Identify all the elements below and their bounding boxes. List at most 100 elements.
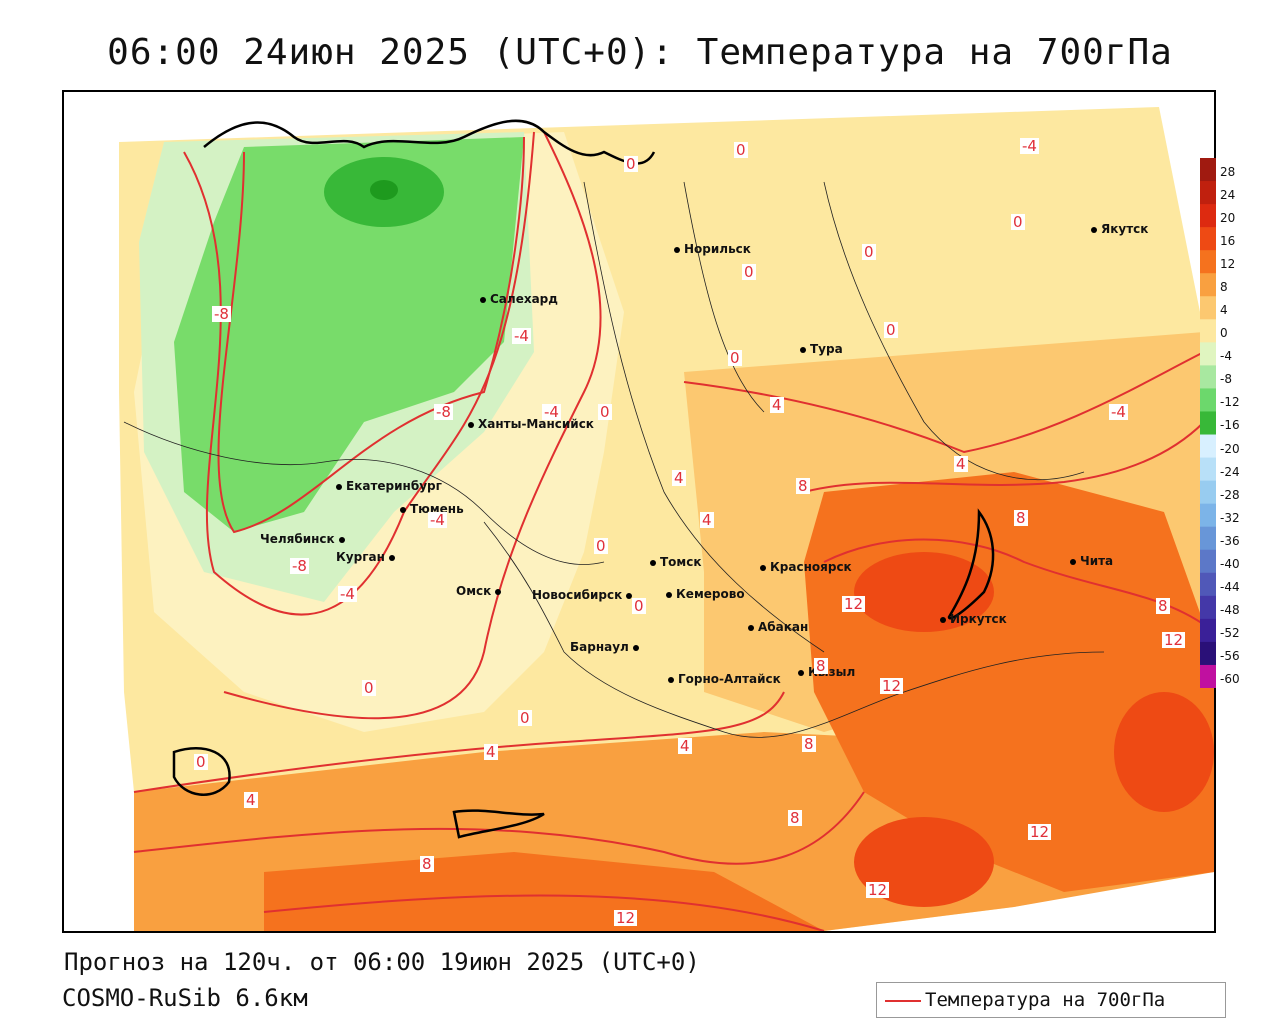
city-barnaul[interactable]: Барнаул [570, 640, 643, 654]
color-scale-tick-label: 28 [1220, 165, 1236, 179]
legend-line-swatch [885, 1000, 921, 1002]
isotherm-4-east [683, 351, 1205, 454]
color-scale-swatch [1200, 572, 1216, 597]
border-1 [123, 421, 605, 565]
contour-label: 12 [880, 677, 904, 695]
field-red-core-3 [1114, 692, 1214, 812]
city-irkutsk[interactable]: Иркутск [940, 612, 1007, 626]
city-omsk[interactable]: Омск [456, 584, 505, 598]
color-scale-swatch [1200, 411, 1216, 436]
isotherm-0-north [223, 131, 602, 720]
city-khanty-mansiysk[interactable]: Ханты-Мансийск [468, 417, 594, 431]
contour-label: 8 [788, 809, 802, 827]
color-scale-tick-label: -12 [1220, 395, 1240, 410]
color-scale-swatch [1200, 457, 1216, 482]
city-yakutsk[interactable]: Якутск [1091, 222, 1148, 236]
color-scale-tick-label: -20 [1220, 441, 1240, 456]
border-2 [583, 181, 825, 653]
city-chelyabinsk[interactable]: Челябинск [260, 532, 349, 546]
contour-label: 8 [802, 735, 816, 753]
contour-label: 12 [1028, 823, 1052, 841]
color-scale-tick-label: 4 [1220, 303, 1228, 318]
contour-label: 8 [796, 477, 810, 495]
legend-label: Температура на 700гПа [925, 989, 1166, 1011]
city-kurgan[interactable]: Курган [336, 550, 399, 564]
color-scale-tick-label: -32 [1220, 510, 1240, 525]
color-scale-swatch [1200, 296, 1216, 320]
city-novosibirsk[interactable]: Новосибирск [532, 588, 636, 602]
color-scale-tick-label: -8 [1220, 372, 1232, 387]
city-yekaterinburg[interactable]: Екатеринбург [336, 479, 442, 493]
contour-label: 4 [672, 469, 686, 487]
lake-baikal [947, 508, 995, 620]
contour-label: -4 [338, 585, 357, 603]
lake-balkhash [452, 809, 545, 839]
isotherm-8-east [803, 421, 1205, 493]
contour-label: 4 [678, 737, 692, 755]
contour-label: 4 [700, 511, 714, 529]
color-scale-swatch [1200, 503, 1216, 528]
city-dot-icon [338, 536, 345, 543]
city-abakan[interactable]: Абакан [748, 620, 808, 634]
color-scale-tick-label: -4 [1220, 349, 1232, 364]
color-scale-swatch [1200, 342, 1216, 366]
city-norilsk[interactable]: Норильск [674, 242, 751, 256]
contour-label: 0 [632, 597, 646, 615]
color-scale-swatch [1200, 618, 1216, 643]
city-dot-icon [400, 506, 406, 513]
city-dot-icon [1091, 226, 1097, 233]
city-dot-icon [674, 246, 680, 253]
contour-label: 0 [624, 155, 638, 173]
color-scale-tick-label: 20 [1220, 211, 1236, 226]
color-scale-swatch [1200, 250, 1216, 274]
temperature-map[interactable]: Норильск Якутск Салехард Тура Ханты-Манс… [62, 90, 1216, 933]
city-dot-icon [760, 564, 766, 571]
city-gorno-altaysk[interactable]: Горно-Алтайск [668, 672, 781, 686]
city-kemerovo[interactable]: Кемерово [666, 587, 745, 601]
city-salekhard[interactable]: Салехард [480, 292, 558, 306]
contour-label: 0 [728, 349, 742, 367]
lake-east [172, 747, 231, 796]
color-scale-tick-label: -16 [1220, 418, 1240, 433]
coastline-arctic [203, 119, 656, 165]
city-dot-icon [800, 346, 806, 353]
city-dot-icon [495, 588, 502, 595]
color-scale-tick-label: 8 [1220, 280, 1228, 295]
color-scale-tick-label: -52 [1220, 625, 1240, 640]
color-scale-tick-label: -48 [1220, 602, 1240, 617]
color-scale-tick-label: -44 [1220, 579, 1240, 594]
city-dot-icon [668, 676, 674, 683]
forecast-info: Прогноз на 120ч. от 06:00 19июн 2025 (UT… [64, 948, 700, 976]
city-tyumen[interactable]: Тюмень [400, 502, 464, 516]
coastlines [172, 119, 995, 839]
isotherm-minus4 [183, 131, 535, 616]
city-dot-icon [650, 559, 656, 566]
city-dot-icon [1070, 558, 1076, 565]
field-green [174, 137, 524, 532]
contour-label: 0 [734, 141, 748, 159]
contour-label: 4 [954, 455, 968, 473]
contour-label: 12 [614, 909, 638, 927]
contour-label: -4 [1020, 137, 1039, 155]
model-name: COSMO-RuSib 6.6км [62, 984, 308, 1012]
isotherm-minus8 [217, 136, 525, 534]
city-tura[interactable]: Тура [800, 342, 843, 356]
contour-label: 8 [1156, 597, 1170, 615]
color-scale-swatch [1200, 549, 1216, 574]
border-5 [683, 181, 765, 413]
city-chita[interactable]: Чита [1070, 554, 1113, 568]
city-dot-icon [626, 592, 633, 599]
isotherm-4-south [133, 691, 785, 793]
contour-label: -4 [512, 327, 531, 345]
city-krasnoyarsk[interactable]: Красноярск [760, 560, 852, 574]
field-red-core-1 [854, 552, 994, 632]
color-scale-swatch [1200, 595, 1216, 620]
map-title: 06:00 24июн 2025 (UTC+0): Температура на… [107, 32, 1173, 73]
color-scale-tick-label: -60 [1220, 671, 1240, 686]
city-tomsk[interactable]: Томск [650, 555, 702, 569]
isotherm-12-south [263, 894, 825, 931]
color-scale-swatch [1200, 434, 1216, 459]
contour-label: 12 [866, 881, 890, 899]
city-dot-icon [748, 624, 754, 631]
color-scale-tick-label: 16 [1220, 234, 1236, 249]
